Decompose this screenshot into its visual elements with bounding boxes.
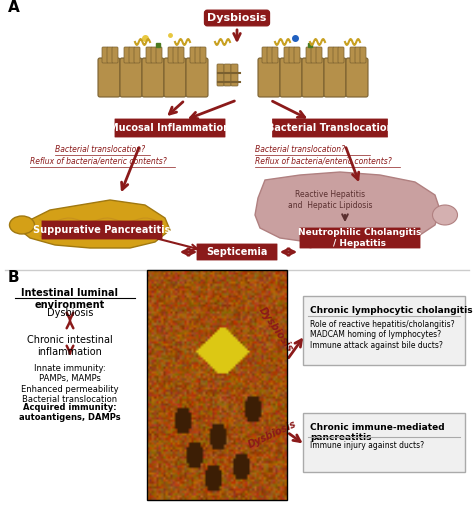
- Ellipse shape: [432, 205, 457, 225]
- FancyBboxPatch shape: [173, 47, 179, 63]
- FancyBboxPatch shape: [224, 64, 231, 86]
- FancyBboxPatch shape: [200, 47, 206, 63]
- FancyBboxPatch shape: [272, 47, 278, 63]
- FancyBboxPatch shape: [168, 47, 174, 63]
- Text: Bacterial translocation?: Bacterial translocation?: [55, 145, 145, 154]
- FancyBboxPatch shape: [134, 47, 140, 63]
- FancyBboxPatch shape: [186, 58, 208, 97]
- FancyBboxPatch shape: [306, 47, 312, 63]
- FancyBboxPatch shape: [324, 58, 346, 97]
- Text: Chronic intestinal
inflammation: Chronic intestinal inflammation: [27, 335, 113, 357]
- Polygon shape: [20, 200, 170, 248]
- FancyBboxPatch shape: [142, 58, 164, 97]
- FancyBboxPatch shape: [98, 58, 120, 97]
- Ellipse shape: [9, 216, 35, 234]
- FancyBboxPatch shape: [303, 296, 465, 365]
- Text: B: B: [8, 270, 19, 285]
- Text: Bacterial Translocation: Bacterial Translocation: [267, 123, 393, 133]
- FancyBboxPatch shape: [178, 47, 184, 63]
- FancyBboxPatch shape: [195, 47, 201, 63]
- FancyBboxPatch shape: [273, 119, 388, 137]
- Text: Suppurative Pancreatitis: Suppurative Pancreatitis: [33, 225, 171, 235]
- FancyBboxPatch shape: [156, 47, 162, 63]
- FancyBboxPatch shape: [164, 58, 186, 97]
- Text: Reactive Hepatitis
and  Hepatic Lipidosis: Reactive Hepatitis and Hepatic Lipidosis: [288, 190, 372, 210]
- FancyBboxPatch shape: [112, 47, 118, 63]
- Text: Reflux of bacteria/enteric contents?: Reflux of bacteria/enteric contents?: [30, 157, 167, 166]
- Text: Chronic lymphocytic cholangitis: Chronic lymphocytic cholangitis: [310, 306, 473, 315]
- FancyBboxPatch shape: [289, 47, 295, 63]
- Text: Neutrophilic Cholangitis
/ Hepatitis: Neutrophilic Cholangitis / Hepatitis: [298, 229, 422, 248]
- FancyBboxPatch shape: [280, 58, 302, 97]
- Text: Dysbiosis: Dysbiosis: [207, 13, 267, 23]
- FancyBboxPatch shape: [316, 47, 322, 63]
- FancyBboxPatch shape: [360, 47, 366, 63]
- FancyBboxPatch shape: [129, 47, 135, 63]
- FancyBboxPatch shape: [328, 47, 334, 63]
- FancyBboxPatch shape: [258, 58, 280, 97]
- FancyBboxPatch shape: [190, 47, 196, 63]
- FancyBboxPatch shape: [302, 58, 324, 97]
- FancyBboxPatch shape: [311, 47, 317, 63]
- FancyBboxPatch shape: [115, 119, 225, 137]
- FancyBboxPatch shape: [102, 47, 108, 63]
- Text: Dysbiosis: Dysbiosis: [47, 308, 93, 318]
- Text: Dysbiosis: Dysbiosis: [246, 419, 298, 450]
- Text: A: A: [8, 0, 20, 15]
- FancyBboxPatch shape: [294, 47, 300, 63]
- Text: Reflux of bacteria/enteric contents?: Reflux of bacteria/enteric contents?: [255, 157, 392, 166]
- Text: Intestinal luminal
environment: Intestinal luminal environment: [21, 288, 118, 309]
- Text: Bacterial translocation?: Bacterial translocation?: [255, 145, 345, 154]
- Text: Role of reactive hepatitis/cholangitis?
MADCAM homing of lymphocytes?
Immune att: Role of reactive hepatitis/cholangitis? …: [310, 320, 455, 350]
- FancyBboxPatch shape: [217, 64, 224, 86]
- FancyBboxPatch shape: [338, 47, 344, 63]
- Text: Septicemia: Septicemia: [206, 247, 268, 257]
- FancyBboxPatch shape: [284, 47, 290, 63]
- FancyBboxPatch shape: [197, 244, 277, 260]
- FancyBboxPatch shape: [333, 47, 339, 63]
- FancyBboxPatch shape: [300, 228, 420, 248]
- FancyBboxPatch shape: [350, 47, 356, 63]
- FancyBboxPatch shape: [231, 64, 238, 86]
- FancyBboxPatch shape: [303, 413, 465, 472]
- FancyBboxPatch shape: [355, 47, 361, 63]
- FancyBboxPatch shape: [151, 47, 157, 63]
- FancyBboxPatch shape: [346, 58, 368, 97]
- FancyBboxPatch shape: [107, 47, 113, 63]
- FancyBboxPatch shape: [124, 47, 130, 63]
- FancyBboxPatch shape: [146, 47, 152, 63]
- Text: Chronic immune-mediated
pancreatitis: Chronic immune-mediated pancreatitis: [310, 423, 445, 442]
- Text: Innate immunity:
PAMPs, MAMPs
Enhanced permeability
Bacterial translocation: Innate immunity: PAMPs, MAMPs Enhanced p…: [21, 364, 119, 404]
- Text: Acquired immunity:
autoantigens, DAMPs: Acquired immunity: autoantigens, DAMPs: [19, 403, 121, 422]
- Text: Immune injury against ducts?: Immune injury against ducts?: [310, 441, 424, 450]
- Polygon shape: [255, 172, 440, 245]
- FancyBboxPatch shape: [120, 58, 142, 97]
- FancyBboxPatch shape: [42, 221, 162, 239]
- FancyBboxPatch shape: [262, 47, 268, 63]
- FancyBboxPatch shape: [267, 47, 273, 63]
- Text: Mucosal Inflammation: Mucosal Inflammation: [109, 123, 230, 133]
- Text: Dysbiosis: Dysbiosis: [257, 305, 295, 354]
